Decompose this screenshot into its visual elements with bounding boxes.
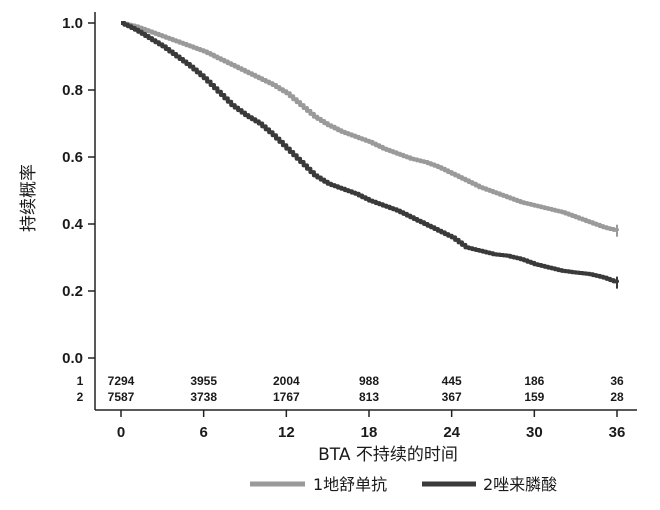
y-tick-label: 1.0 — [62, 15, 83, 32]
legend: 1地舒单抗 2唑来膦酸 — [250, 475, 557, 494]
risk-row-label: 2 — [77, 390, 84, 404]
x-tick-label: 24 — [443, 424, 460, 441]
risk-count: 813 — [359, 390, 379, 404]
y-axis-title: 持续概率 — [19, 164, 39, 232]
legend-label-series-1: 1地舒单抗 — [313, 475, 387, 494]
risk-count: 988 — [359, 374, 379, 388]
x-tick-label: 18 — [361, 424, 378, 441]
y-tick-label: 0.2 — [62, 283, 83, 300]
y-tick-label: 0.6 — [62, 149, 83, 166]
x-tick-label: 12 — [278, 424, 295, 441]
series-layer — [121, 21, 619, 289]
risk-count: 3738 — [190, 390, 217, 404]
x-tick-label: 0 — [117, 424, 125, 441]
x-tick-label: 6 — [199, 424, 207, 441]
risk-count: 445 — [442, 374, 462, 388]
number-at-risk-table: 1 7294 3955 2004 988 445 186 36 2 7587 3738 1767 813… — [77, 374, 624, 404]
risk-count: 159 — [524, 390, 544, 404]
km-curve-series-1 — [121, 21, 619, 232]
risk-count: 186 — [524, 374, 544, 388]
risk-row-label: 1 — [77, 374, 84, 388]
y-tick-label: 0.0 — [62, 350, 83, 367]
x-axis-title: BTA 不持续的时间 — [318, 445, 458, 465]
risk-count: 36 — [610, 374, 624, 388]
y-tick-label: 0.4 — [62, 216, 84, 233]
x-tick-label: 30 — [526, 424, 543, 441]
risk-count: 7294 — [108, 374, 135, 388]
y-axis-ticks: 0.0 0.2 0.4 0.6 0.8 1.0 — [62, 15, 95, 367]
plot-frame — [94, 12, 637, 411]
risk-count: 28 — [610, 390, 624, 404]
risk-count: 3955 — [190, 374, 217, 388]
x-axis-ticks: 0 6 12 18 24 30 36 — [117, 410, 626, 441]
km-curve-series-2 — [121, 21, 619, 284]
x-tick-label: 36 — [609, 424, 626, 441]
risk-count: 367 — [442, 390, 462, 404]
risk-count: 2004 — [273, 374, 300, 388]
risk-count: 7587 — [108, 390, 135, 404]
legend-label-series-2: 2唑来膦酸 — [483, 475, 557, 494]
y-tick-label: 0.8 — [62, 82, 83, 99]
risk-count: 1767 — [273, 390, 300, 404]
